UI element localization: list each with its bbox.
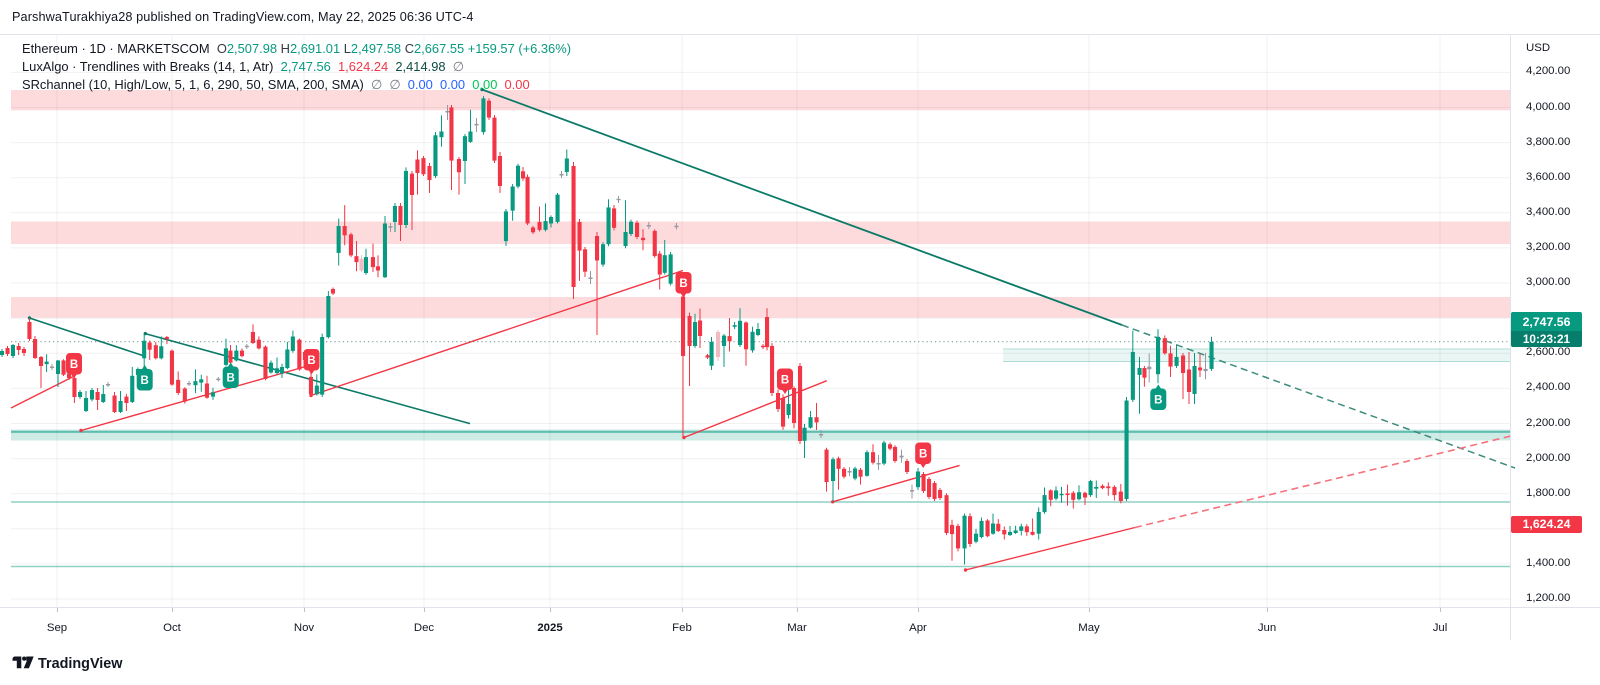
svg-text:B: B bbox=[679, 278, 687, 290]
svg-text:B: B bbox=[307, 355, 315, 367]
svg-text:B: B bbox=[919, 448, 927, 460]
svg-text:B: B bbox=[1154, 394, 1162, 406]
svg-text:B: B bbox=[70, 359, 78, 371]
svg-text:B: B bbox=[781, 374, 789, 386]
svg-text:B: B bbox=[227, 372, 235, 384]
svg-text:B: B bbox=[141, 375, 149, 387]
